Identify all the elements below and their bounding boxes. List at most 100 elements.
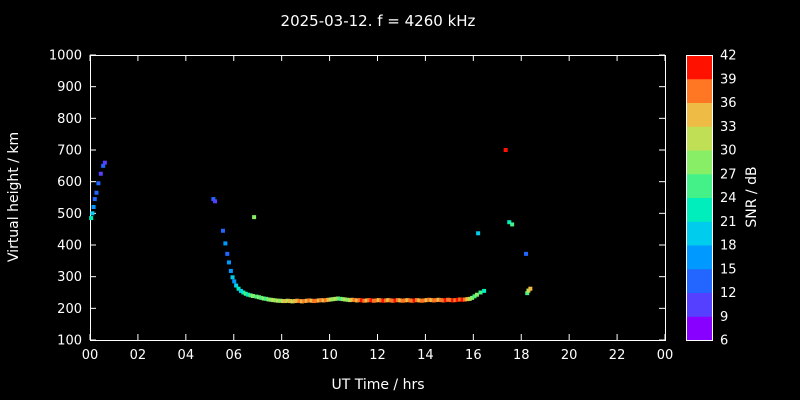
data-point: [460, 297, 465, 302]
data-point: [427, 297, 432, 302]
data-point: [304, 298, 309, 303]
data-point: [429, 298, 434, 303]
colorbar-band: [686, 268, 712, 293]
colorbar-band: [686, 292, 712, 317]
data-point: [238, 288, 243, 293]
data-point: [225, 251, 230, 256]
data-point: [261, 296, 266, 301]
colorbar-tick-label: 21: [720, 215, 737, 230]
data-point: [307, 298, 312, 303]
data-point: [92, 197, 97, 202]
colorbar-tick-label: 6: [720, 334, 728, 349]
data-point: [288, 299, 293, 304]
data-point: [470, 295, 475, 300]
x-tick-label: 22: [609, 348, 626, 363]
data-point: [355, 298, 360, 303]
data-point: [369, 298, 374, 303]
data-point: [331, 297, 336, 302]
data-point: [350, 297, 355, 302]
x-tick-label: 00: [657, 348, 674, 363]
colorbar-tick-label: 15: [720, 262, 737, 277]
data-point: [309, 298, 314, 303]
x-tick-label: 16: [465, 348, 482, 363]
data-point: [525, 291, 530, 296]
colorbar-tick-label: 24: [720, 191, 737, 206]
data-point: [297, 299, 302, 304]
data-point: [458, 297, 463, 302]
data-point: [462, 297, 467, 302]
data-point: [226, 260, 231, 265]
data-point: [280, 299, 285, 304]
data-point: [266, 297, 271, 302]
y-tick-label: 600: [57, 175, 82, 190]
data-point: [335, 296, 340, 301]
colorbar-band: [686, 150, 712, 175]
data-point: [474, 292, 479, 297]
colorbar-frame: [686, 55, 713, 341]
data-point: [400, 298, 405, 303]
data-point: [340, 297, 345, 302]
y-tick-label: 200: [57, 302, 82, 317]
data-point: [357, 298, 362, 303]
x-tick-label: 20: [561, 348, 578, 363]
data-point: [417, 298, 422, 303]
y-axis-label: Virtual height / km: [6, 132, 22, 262]
data-point: [285, 298, 290, 303]
data-point: [507, 220, 512, 225]
data-point: [326, 297, 331, 302]
data-point: [256, 295, 261, 300]
data-point: [482, 288, 487, 293]
data-point: [328, 297, 333, 302]
data-point: [405, 298, 410, 303]
data-point: [273, 298, 278, 303]
data-point: [252, 215, 257, 220]
data-point: [290, 299, 295, 304]
data-point: [436, 297, 441, 302]
x-tick-label: 06: [225, 348, 242, 363]
y-tick-label: 900: [57, 80, 82, 95]
data-point: [283, 299, 288, 304]
data-point: [276, 298, 281, 303]
data-point: [295, 298, 300, 303]
data-point: [455, 297, 460, 302]
x-tick-label: 02: [130, 348, 147, 363]
data-point: [232, 279, 237, 284]
data-point: [314, 298, 319, 303]
data-point: [271, 298, 276, 303]
data-point: [412, 298, 417, 303]
data-point: [446, 297, 451, 302]
y-tick-label: 1000: [49, 49, 82, 64]
colorbar-tick-label: 33: [720, 120, 737, 135]
data-point: [410, 298, 415, 303]
data-point: [102, 160, 107, 165]
data-point: [91, 205, 96, 209]
plot-area: [90, 55, 666, 341]
data-point: [254, 294, 259, 299]
data-point: [362, 298, 367, 303]
data-point: [220, 228, 225, 233]
colorbar-tick-label: 36: [720, 96, 737, 111]
colorbar-tick-label: 27: [720, 167, 737, 182]
data-point: [448, 298, 453, 303]
x-tick-label: 08: [273, 348, 290, 363]
data-point: [383, 298, 388, 303]
y-tick-label: 400: [57, 239, 82, 254]
data-point: [302, 299, 307, 304]
data-point: [393, 298, 398, 303]
data-point: [476, 231, 481, 236]
data-point: [422, 298, 427, 303]
colorbar-band: [686, 126, 712, 151]
data-point: [438, 298, 443, 303]
data-point: [268, 297, 273, 302]
data-point: [419, 298, 424, 303]
data-point: [319, 298, 324, 303]
data-point: [101, 163, 106, 168]
data-point: [450, 298, 455, 303]
colorbar-band: [686, 197, 712, 222]
data-point: [403, 298, 408, 303]
y-tick-label: 700: [57, 144, 82, 159]
data-point: [359, 298, 364, 303]
colorbar-tick-label: 18: [720, 239, 737, 254]
data-point: [352, 298, 357, 303]
